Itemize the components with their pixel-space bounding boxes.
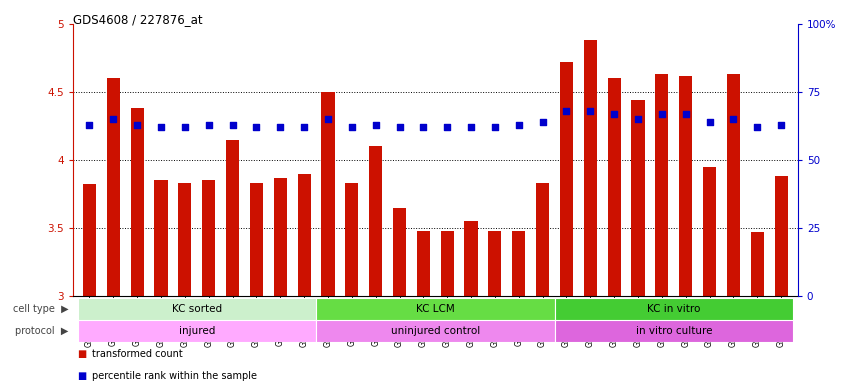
Text: KC LCM: KC LCM bbox=[416, 304, 455, 314]
Point bbox=[393, 124, 407, 130]
Text: uninjured control: uninjured control bbox=[390, 326, 480, 336]
Point bbox=[536, 119, 550, 125]
Text: cell type  ▶: cell type ▶ bbox=[13, 304, 68, 314]
Bar bbox=[393, 208, 406, 296]
Bar bbox=[250, 183, 263, 296]
Bar bbox=[488, 231, 502, 296]
Point bbox=[226, 121, 240, 127]
Text: ■: ■ bbox=[77, 349, 86, 359]
Point bbox=[202, 121, 216, 127]
Bar bbox=[226, 139, 239, 296]
Bar bbox=[775, 176, 788, 296]
Point bbox=[273, 124, 287, 130]
Text: KC in vitro: KC in vitro bbox=[647, 304, 700, 314]
Bar bbox=[584, 40, 597, 296]
Text: protocol  ▶: protocol ▶ bbox=[15, 326, 68, 336]
Bar bbox=[316, 298, 555, 319]
Bar bbox=[555, 320, 793, 341]
Bar bbox=[298, 174, 311, 296]
Bar bbox=[441, 231, 454, 296]
Point bbox=[417, 124, 431, 130]
Bar bbox=[202, 180, 215, 296]
Bar bbox=[727, 74, 740, 296]
Bar bbox=[316, 320, 555, 341]
Text: in vitro culture: in vitro culture bbox=[635, 326, 712, 336]
Bar bbox=[679, 76, 693, 296]
Point bbox=[751, 124, 764, 130]
Bar bbox=[703, 167, 716, 296]
Point bbox=[512, 121, 526, 127]
Point bbox=[106, 116, 120, 122]
Text: GDS4608 / 227876_at: GDS4608 / 227876_at bbox=[73, 13, 202, 26]
Point bbox=[679, 111, 693, 117]
Text: percentile rank within the sample: percentile rank within the sample bbox=[92, 371, 258, 381]
Text: transformed count: transformed count bbox=[92, 349, 183, 359]
Bar bbox=[345, 183, 359, 296]
Point bbox=[703, 119, 716, 125]
Bar bbox=[555, 298, 793, 319]
Bar bbox=[83, 184, 96, 296]
Point bbox=[488, 124, 502, 130]
Point bbox=[130, 121, 144, 127]
Point bbox=[440, 124, 454, 130]
Point bbox=[631, 116, 645, 122]
Bar bbox=[465, 221, 478, 296]
Point bbox=[345, 124, 359, 130]
Point bbox=[369, 121, 383, 127]
Point bbox=[83, 121, 97, 127]
Bar bbox=[751, 232, 764, 296]
Bar bbox=[608, 78, 621, 296]
Bar bbox=[78, 320, 316, 341]
Bar bbox=[321, 92, 335, 296]
Text: KC sorted: KC sorted bbox=[172, 304, 222, 314]
Point bbox=[584, 108, 597, 114]
Bar bbox=[417, 231, 430, 296]
Point bbox=[464, 124, 478, 130]
Bar bbox=[131, 108, 144, 296]
Point bbox=[178, 124, 192, 130]
Point bbox=[774, 121, 788, 127]
Bar bbox=[369, 146, 383, 296]
Point bbox=[154, 124, 168, 130]
Point bbox=[607, 111, 621, 117]
Bar bbox=[178, 183, 192, 296]
Bar bbox=[536, 183, 550, 296]
Point bbox=[560, 108, 574, 114]
Bar bbox=[154, 180, 168, 296]
Text: injured: injured bbox=[179, 326, 215, 336]
Bar bbox=[78, 298, 316, 319]
Text: ■: ■ bbox=[77, 371, 86, 381]
Point bbox=[727, 116, 740, 122]
Bar bbox=[560, 62, 573, 296]
Point bbox=[297, 124, 311, 130]
Point bbox=[321, 116, 335, 122]
Point bbox=[655, 111, 669, 117]
Bar bbox=[512, 231, 526, 296]
Bar bbox=[107, 78, 120, 296]
Bar bbox=[632, 100, 645, 296]
Point bbox=[250, 124, 264, 130]
Bar bbox=[656, 74, 669, 296]
Bar bbox=[274, 178, 287, 296]
